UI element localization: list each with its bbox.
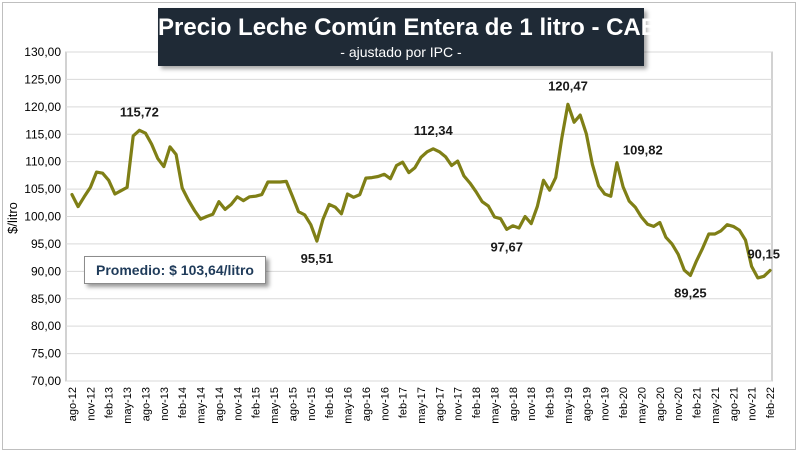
y-tick-label: 80,00 [31,319,61,333]
x-tick-label: feb-20 [618,387,630,418]
x-tick-label: ago-21 [728,387,740,421]
x-tick-label: may-20 [636,387,648,424]
x-tick-label: ago-20 [655,387,667,421]
data-label: 112,34 [414,123,454,138]
x-tick-label: nov-16 [379,387,391,421]
x-tick-label: ago-15 [287,387,299,421]
x-tick-label: feb-19 [545,387,557,418]
y-tick-label: 95,00 [31,237,61,251]
y-tick-label: 75,00 [31,347,61,361]
x-tick-label: nov-13 [159,387,171,421]
average-box: Promedio: $ 103,64/litro [84,256,266,284]
x-tick-label: feb-21 [692,387,704,418]
data-label: 97,67 [490,239,523,254]
x-tick-label: nov-12 [85,387,97,421]
data-label: 95,51 [301,251,334,266]
y-tick-label: 70,00 [31,374,61,388]
data-annotations: 115,72 95,51 112,34 97,67 120,47 109,82 89,25 9… [120,78,780,300]
y-tick-label: 115,00 [25,127,61,141]
x-tick-label: nov-20 [673,387,685,421]
data-label: 109,82 [623,143,663,158]
y-axis-label: $/litro [5,202,20,234]
chart-subtitle: - ajustado por IPC - [340,44,462,60]
x-tick-label: may-13 [122,387,134,424]
y-tick-label: 105,00 [24,182,61,196]
x-axis-ticks: ago-12 nov-12 feb-13 may-13 ago-13 nov-13 feb-… [67,387,777,424]
y-tick-label: 100,00 [24,210,61,224]
data-label: 89,25 [674,285,707,300]
x-tick-label: ago-17 [434,387,446,421]
x-tick-label: may-17 [416,387,428,424]
x-tick-label: feb-18 [471,387,483,418]
x-tick-label: ago-18 [508,387,520,421]
x-tick-label: may-15 [269,387,281,424]
y-tick-label: 125,00 [24,72,61,86]
x-tick-label: ago-13 [140,387,152,421]
x-tick-label: feb-14 [177,387,189,418]
x-tick-label: may-19 [563,387,575,424]
x-tick-label: feb-16 [324,387,336,418]
x-tick-label: nov-18 [526,387,538,421]
x-tick-label: ago-12 [67,387,79,421]
x-tick-label: nov-19 [600,387,612,421]
x-tick-label: feb-15 [251,387,263,418]
data-label: 90,15 [747,247,780,262]
x-tick-label: feb-22 [765,387,777,418]
x-tick-label: feb-17 [398,387,410,418]
data-label: 120,47 [548,78,588,93]
x-tick-label: nov-15 [306,387,318,421]
average-label: Promedio: $ 103,64/litro [96,262,254,278]
x-tick-label: feb-13 [104,387,116,418]
x-tick-label: nov-21 [747,387,759,421]
y-tick-label: 90,00 [31,264,61,278]
y-tick-label: 110,00 [25,155,61,169]
x-tick-label: may-14 [196,387,208,424]
chart-frame [2,2,796,450]
x-tick-label: may-18 [489,387,501,424]
y-tick-label: 85,00 [31,292,61,306]
x-tick-label: ago-16 [361,387,373,421]
x-tick-label: ago-19 [581,387,593,421]
chart-title: Precio Leche Común Entera de 1 litro - C… [158,14,676,41]
series-line [70,102,772,280]
x-tick-label: nov-14 [232,387,244,421]
y-tick-label: 120,00 [24,100,61,114]
y-tick-label: 130,00 [24,45,61,59]
data-label: 115,72 [120,104,159,119]
title-box: Precio Leche Común Entera de 1 litro - C… [158,8,676,66]
x-tick-label: may-16 [343,387,355,424]
y-axis-ticks: 70,00 75,00 80,00 85,00 90,00 95,00 100,00 105,… [24,45,61,388]
x-tick-label: may-21 [710,387,722,424]
x-tick-label: nov-17 [453,387,465,421]
x-tick-label: ago-14 [214,387,226,421]
